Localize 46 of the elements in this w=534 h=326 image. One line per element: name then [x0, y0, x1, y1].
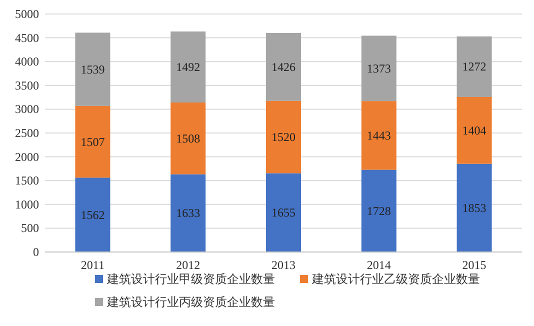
- data-label: 1443: [366, 128, 391, 142]
- data-label: 1492: [176, 60, 200, 74]
- bar: [170, 31, 206, 102]
- data-label: 1539: [80, 62, 105, 76]
- data-label: 1728: [366, 204, 391, 218]
- y-tick-label: 2500: [15, 126, 39, 140]
- bar: [75, 106, 110, 178]
- y-tick-label: 4000: [15, 54, 39, 69]
- data-label: 1404: [462, 123, 486, 138]
- x-tick-label: 2011: [80, 258, 104, 272]
- data-label: 1272: [462, 60, 486, 74]
- y-tick-label: 0: [33, 245, 39, 259]
- data-label: 1508: [176, 131, 200, 146]
- x-tick-label: 2013: [272, 258, 296, 272]
- x-tick-label: 2015: [462, 258, 486, 272]
- data-label: 1520: [272, 130, 296, 144]
- data-label: 1373: [366, 61, 391, 76]
- x-tick-label: 2012: [176, 258, 200, 272]
- y-tick-label: 1500: [15, 174, 39, 188]
- bar: [456, 164, 492, 252]
- y-tick-label: 3000: [15, 102, 39, 116]
- y-tick-label: 5000: [15, 7, 39, 21]
- y-tick-label: 3500: [15, 78, 39, 92]
- bar: [75, 32, 110, 106]
- bar: [170, 174, 206, 252]
- bar: [266, 100, 301, 174]
- y-tick-label: 2000: [15, 150, 39, 164]
- bar: [361, 36, 396, 102]
- bar: [361, 101, 396, 170]
- bar: [456, 36, 492, 97]
- data-label: 1655: [272, 206, 296, 220]
- data-label: 1562: [80, 208, 105, 222]
- data-label: 1426: [272, 60, 296, 74]
- bar: [75, 178, 110, 252]
- x-tick-label: 2014: [366, 258, 391, 272]
- data-label: 1853: [462, 200, 486, 215]
- bar: [266, 32, 301, 101]
- y-tick-label: 4500: [15, 30, 39, 45]
- bar: [361, 170, 396, 252]
- bar: [266, 173, 301, 252]
- data-label: 1633: [176, 206, 200, 220]
- bar: [456, 96, 492, 164]
- y-tick-label: 500: [21, 221, 39, 236]
- bar: [170, 102, 206, 174]
- data-label: 1507: [80, 134, 105, 149]
- y-tick-label: 1000: [15, 197, 39, 212]
